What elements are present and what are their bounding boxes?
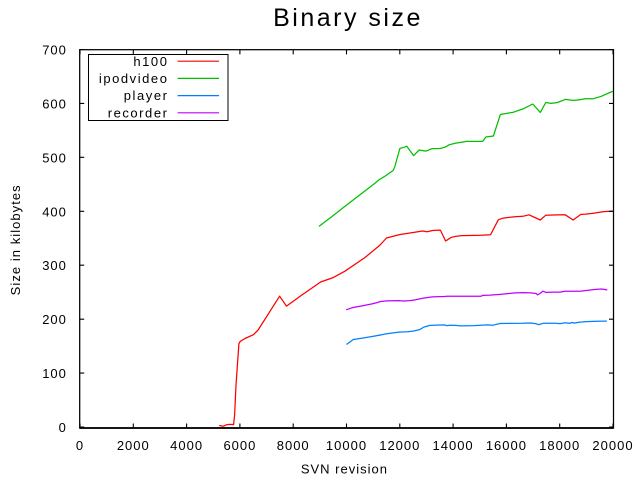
svg-text:18000: 18000 <box>539 438 580 453</box>
svg-text:2000: 2000 <box>117 438 150 453</box>
svg-text:player: player <box>124 88 169 103</box>
svg-text:300: 300 <box>42 258 67 273</box>
svg-text:Binary size: Binary size <box>273 4 423 32</box>
svg-text:SVN revision: SVN revision <box>301 462 388 477</box>
svg-text:recorder: recorder <box>108 105 169 120</box>
svg-text:14000: 14000 <box>433 438 474 453</box>
svg-text:Size in kilobytes: Size in kilobytes <box>8 184 23 295</box>
svg-text:8000: 8000 <box>277 438 310 453</box>
svg-text:200: 200 <box>42 312 67 327</box>
svg-text:12000: 12000 <box>379 438 420 453</box>
svg-text:400: 400 <box>42 204 67 219</box>
svg-text:0: 0 <box>76 438 84 453</box>
svg-text:6000: 6000 <box>223 438 256 453</box>
svg-text:h100: h100 <box>133 54 168 69</box>
svg-text:0: 0 <box>59 420 67 435</box>
svg-text:500: 500 <box>42 150 67 165</box>
svg-text:700: 700 <box>42 43 67 58</box>
svg-text:ipodvideo: ipodvideo <box>99 71 169 86</box>
svg-text:600: 600 <box>42 96 67 111</box>
svg-text:10000: 10000 <box>326 438 367 453</box>
svg-text:4000: 4000 <box>170 438 203 453</box>
svg-text:100: 100 <box>42 366 67 381</box>
svg-text:20000: 20000 <box>592 438 633 453</box>
svg-text:16000: 16000 <box>486 438 527 453</box>
